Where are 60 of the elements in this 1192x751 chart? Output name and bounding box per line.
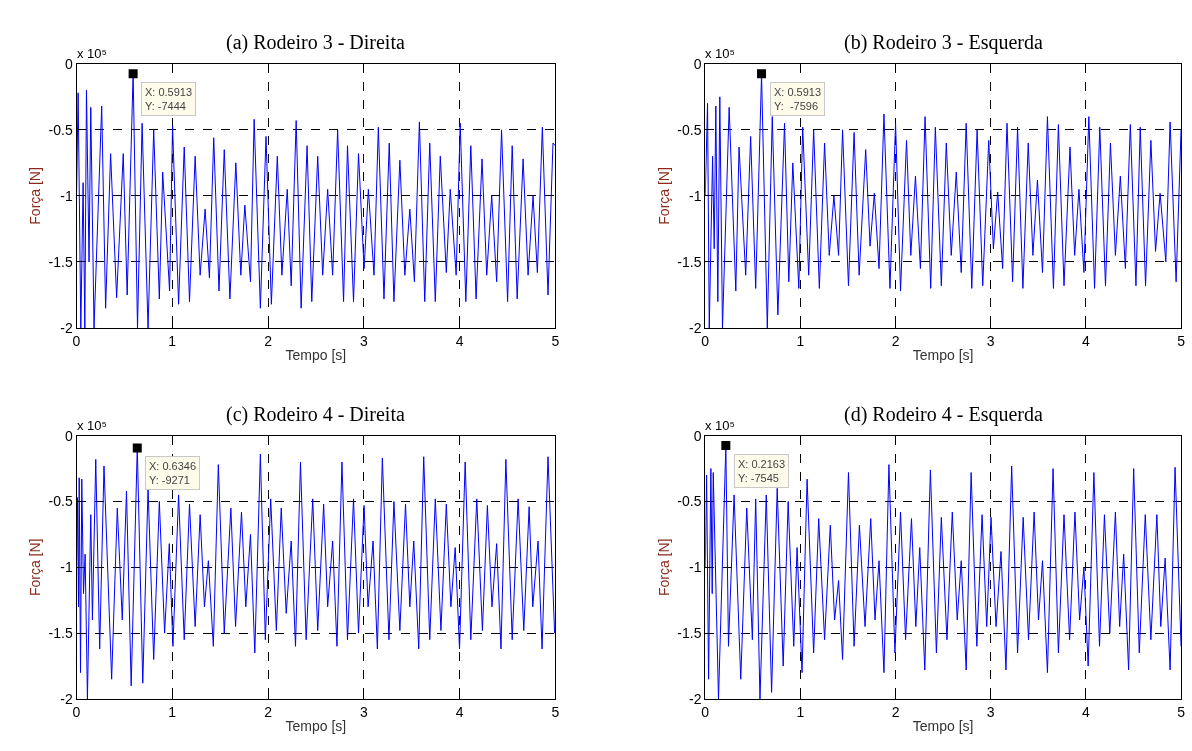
chart-title: (d) Rodeiro 4 - Esquerda	[844, 403, 1043, 426]
y-tick-label: -0.5	[48, 121, 73, 138]
text: x 10⁵	[705, 46, 735, 61]
annotation: X: 0.6346 Y: -9271	[149, 460, 197, 487]
x-tick-label: 2	[264, 332, 273, 349]
y-tick-label: -2	[60, 319, 73, 336]
y-tick-label: -1.5	[677, 253, 702, 270]
x-axis-title: Tempo [s]	[285, 718, 347, 735]
x-tick-label: 5	[1177, 703, 1186, 720]
y-tick-label: -1.5	[48, 253, 73, 270]
y-tick-label: -1.5	[677, 625, 702, 642]
y-axis-title: Força [N]	[27, 167, 44, 225]
annotation: X: 0.5913 Y: -7596	[774, 86, 822, 113]
text: x 10⁵	[77, 418, 107, 433]
y-tick-label: -0.5	[677, 493, 702, 510]
x-tick-label: 4	[1081, 332, 1090, 349]
y-axis-title: Força [N]	[655, 167, 672, 225]
annotation: X: 0.5913 Y: -7444	[145, 86, 193, 113]
y-tick-label: -0.5	[48, 493, 73, 510]
x-tick-label: 4	[1081, 703, 1090, 720]
x-tick-label: 2	[891, 703, 900, 720]
y-tick-label: -2	[60, 690, 73, 707]
chart-title: (a) Rodeiro 3 - Direita	[226, 31, 405, 54]
y-tick-label: 0	[693, 55, 702, 72]
y-tick-label: 0	[64, 55, 73, 72]
y-tick-label: -0.5	[677, 121, 702, 138]
text: x 10⁵	[705, 418, 735, 433]
annotation: X: 0.2163 Y: -7545	[738, 458, 786, 485]
x-tick-label: 2	[891, 332, 900, 349]
x-axis-title: Tempo [s]	[285, 347, 347, 364]
text: x 10⁵	[77, 46, 107, 61]
y-tick-label: 0	[64, 427, 73, 444]
x-tick-label: 1	[796, 703, 805, 720]
y-tick-label: -1	[689, 559, 702, 576]
x-tick-label: 3	[359, 332, 368, 349]
y-tick-label: -1	[60, 559, 73, 576]
x-tick-label: 1	[796, 332, 805, 349]
x-tick-label: 4	[455, 703, 464, 720]
x-tick-label: 3	[986, 703, 995, 720]
y-tick-label: 0	[693, 427, 702, 444]
x-tick-label: 2	[264, 703, 273, 720]
x-tick-label: 5	[551, 703, 560, 720]
chart-title: (c) Rodeiro 4 - Direita	[226, 403, 405, 426]
x-tick-label: 3	[359, 703, 368, 720]
y-axis-title: Força [N]	[655, 538, 672, 597]
y-tick-label: -1.5	[48, 625, 73, 642]
x-tick-label: 4	[455, 332, 464, 349]
x-tick-label: 5	[1177, 332, 1186, 349]
y-tick-label: -2	[689, 319, 702, 336]
y-axis-title: Força [N]	[27, 538, 44, 597]
x-tick-label: 1	[168, 332, 177, 349]
y-tick-label: -1	[60, 187, 73, 204]
y-tick-label: -2	[689, 690, 702, 707]
x-tick-label: 5	[551, 332, 560, 349]
x-axis-title: Tempo [s]	[912, 347, 974, 364]
y-tick-label: -1	[689, 187, 702, 204]
x-tick-label: 1	[168, 703, 177, 720]
x-axis-title: Tempo [s]	[912, 718, 974, 735]
x-tick-label: 3	[986, 332, 995, 349]
chart-title: (b) Rodeiro 3 - Esquerda	[844, 31, 1043, 54]
